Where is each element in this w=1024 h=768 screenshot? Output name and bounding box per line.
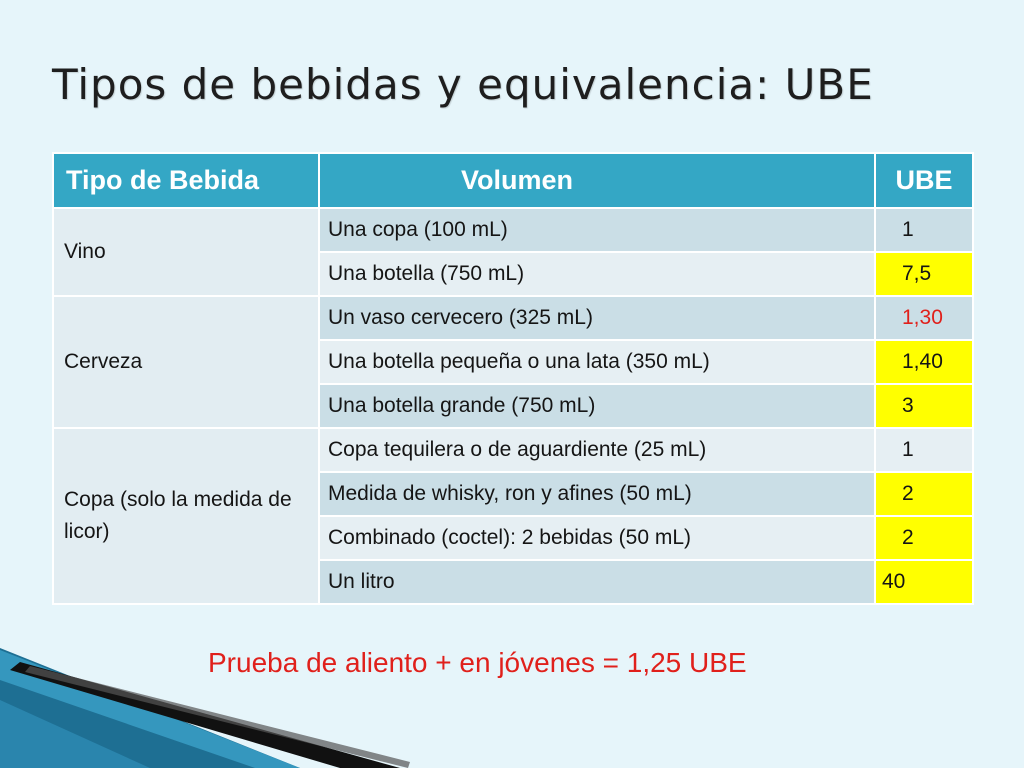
table-row: Vino Una copa (100 mL) 1	[52, 207, 974, 297]
ube-cell-red: 1,30	[874, 295, 974, 341]
type-cell-vino: Vino	[52, 207, 320, 297]
volume-cell: Un vaso cervecero (325 mL)	[318, 295, 876, 341]
ube-cell-highlighted: 3	[874, 383, 974, 429]
table-row: Combinado (coctel): 2 bebidas (50 mL) 2	[53, 515, 974, 561]
header-volumen: Volumen	[318, 152, 876, 209]
table-header-row: Tipo de Bebida Volumen UBE	[52, 152, 974, 209]
table-row: Una botella (750 mL) 7,5	[53, 251, 974, 297]
table-row: Una botella grande (750 mL) 3	[53, 383, 974, 429]
type-cell-copa: Copa (solo la medida de licor)	[52, 427, 320, 605]
breath-test-note: Prueba de aliento + en jóvenes = 1,25 UB…	[208, 647, 747, 678]
volume-cell: Copa tequilera o de aguardiente (25 mL)	[318, 427, 876, 473]
ube-cell: 1	[874, 427, 974, 473]
table-row: Un litro 40	[53, 559, 974, 605]
ube-cell-highlighted: 40	[874, 559, 974, 605]
slide-title: Tipos de bebidas y equivalencia: UBE	[52, 60, 874, 109]
volume-cell: Una botella (750 mL)	[318, 251, 876, 297]
ube-cell-highlighted: 1,40	[874, 339, 974, 385]
header-tipo-de-bebida: Tipo de Bebida	[52, 152, 320, 209]
table-row: Cerveza Un vaso cervecero (325 mL) 1,30	[52, 295, 974, 429]
volume-cell: Combinado (coctel): 2 bebidas (50 mL)	[318, 515, 876, 561]
ube-cell: 1	[874, 207, 974, 253]
volume-cell: Un litro	[318, 559, 876, 605]
volume-cell: Una copa (100 mL)	[318, 207, 876, 253]
ube-table: Tipo de Bebida Volumen UBE Vino Una copa…	[52, 152, 974, 605]
table-row: Medida de whisky, ron y afines (50 mL) 2	[53, 471, 974, 517]
type-cell-cerveza: Cerveza	[52, 295, 320, 429]
ube-cell-highlighted: 2	[874, 515, 974, 561]
volume-cell: Medida de whisky, ron y afines (50 mL)	[318, 471, 876, 517]
ube-cell-highlighted: 7,5	[874, 251, 974, 297]
table-row: Una botella pequeña o una lata (350 mL) …	[53, 339, 974, 385]
volume-cell: Una botella pequeña o una lata (350 mL)	[318, 339, 876, 385]
corner-swoosh-decoration	[0, 648, 410, 768]
table-row: Copa (solo la medida de licor) Copa tequ…	[52, 427, 974, 605]
ube-cell-highlighted: 2	[874, 471, 974, 517]
volume-cell: Una botella grande (750 mL)	[318, 383, 876, 429]
header-ube: UBE	[874, 152, 974, 209]
